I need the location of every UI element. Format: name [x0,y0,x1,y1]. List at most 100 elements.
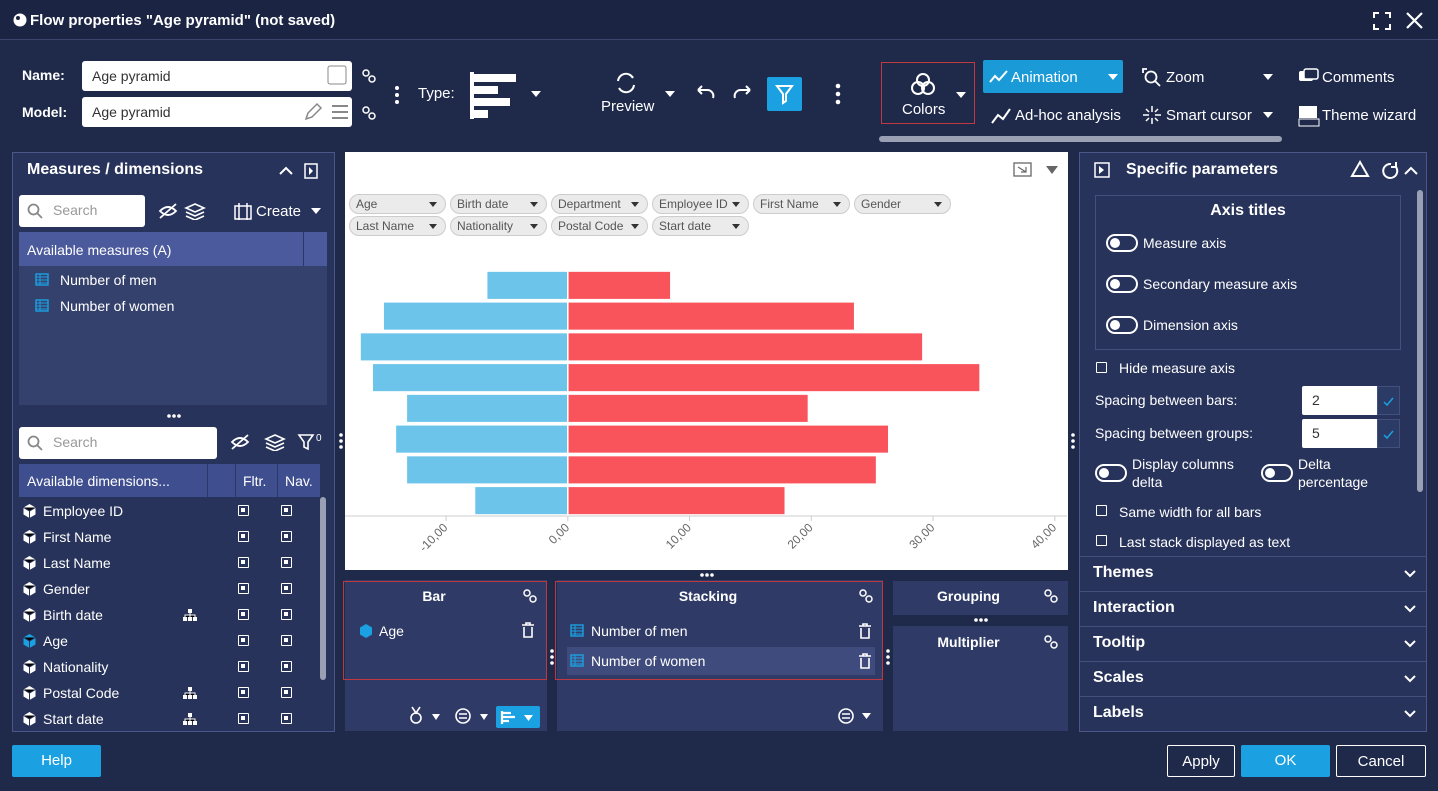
close-button[interactable] [1406,12,1423,29]
type-caret[interactable] [531,91,541,97]
orientation-button[interactable] [496,706,540,728]
dimension-item[interactable]: Postal Code [43,685,120,701]
filter-chip[interactable]: Employee ID [652,194,749,214]
hide-measure-axis[interactable]: Hide measure axis [1119,360,1235,376]
stacking-tools[interactable] [837,707,875,725]
comments-label[interactable]: Comments [1322,69,1395,86]
preview-icon[interactable] [614,71,638,95]
dimension-item[interactable]: Last Name [43,555,111,571]
checkbox[interactable] [238,687,249,698]
checkbox[interactable] [238,557,249,568]
animation-caret[interactable] [1108,74,1118,80]
dimension-tools[interactable] [230,433,316,451]
filter-chip[interactable]: Gender [854,194,951,214]
chart-type-icon[interactable] [470,72,518,119]
toggle[interactable] [1261,464,1293,482]
kebab[interactable] [394,85,400,105]
splitter[interactable] [699,572,715,578]
dimension-item[interactable]: Birth date [43,607,103,623]
checkbox[interactable] [238,583,249,594]
adhoc-label[interactable]: Ad-hoc analysis [1015,107,1121,124]
checkbox[interactable] [238,635,249,646]
filter-chip[interactable]: Nationality [450,216,547,236]
checkbox[interactable] [281,609,292,620]
checkbox[interactable] [281,687,292,698]
create-button[interactable]: Create [256,203,302,220]
help-button[interactable]: Help [12,745,101,777]
zone-settings[interactable] [522,588,538,604]
checkbox[interactable] [281,557,292,568]
splitter[interactable] [338,432,344,450]
section-header[interactable]: Themes [1093,564,1154,581]
checkbox[interactable] [1096,362,1107,373]
measure-tools[interactable] [158,202,214,220]
toolbar-scrollbar[interactable] [879,136,1282,142]
checkbox[interactable] [238,609,249,620]
checkbox[interactable] [281,505,292,516]
section-header[interactable]: Scales [1093,669,1144,686]
bar-zone-tools[interactable] [408,706,488,726]
filter-chip[interactable]: Start date [652,216,749,236]
filter-chip[interactable]: Age [349,194,446,214]
ok-button[interactable]: OK [1241,745,1330,777]
dimension-item[interactable]: Start date [43,711,104,727]
splitter[interactable] [166,413,182,419]
filter-chip[interactable]: Birth date [450,194,547,214]
toggle[interactable] [1106,316,1138,334]
zoom-label[interactable]: Zoom [1166,69,1205,86]
colors-caret[interactable] [956,92,966,98]
stacking-item[interactable]: Number of women [591,653,706,669]
same-width[interactable]: Same width for all bars [1119,504,1262,520]
zoom-caret[interactable] [1263,74,1273,80]
colors-box[interactable] [881,62,975,124]
apply-button[interactable]: Apply [1167,745,1235,777]
dimension-item[interactable]: Gender [43,581,90,597]
collapse-right-panel[interactable] [1094,162,1110,178]
delete-icon[interactable] [521,622,535,638]
theme-wizard-label[interactable]: Theme wizard [1322,107,1417,124]
splitter[interactable] [885,648,891,666]
last-stack[interactable]: Last stack displayed as text [1119,534,1291,550]
checkbox[interactable] [281,713,292,724]
animation-label[interactable]: Animation [1011,69,1078,86]
filter-chip[interactable]: Department [551,194,648,214]
section-header[interactable]: Interaction [1093,599,1175,616]
toggle[interactable] [1106,275,1138,293]
dimension-item[interactable]: Nationality [43,659,109,675]
kebab[interactable] [835,83,841,105]
section-header[interactable]: Labels [1093,704,1144,721]
zone-settings[interactable] [1043,634,1059,650]
zone-settings[interactable] [1043,588,1059,604]
model-input[interactable]: Age pyramid [82,97,352,127]
animation-button[interactable] [983,60,1123,93]
display-columns-delta[interactable]: Display columns delta [1132,456,1234,490]
section-header[interactable]: Tooltip [1093,634,1146,651]
filter-chip[interactable]: Last Name [349,216,446,236]
checkbox[interactable] [238,531,249,542]
checkbox[interactable] [238,661,249,672]
left-panel-controls[interactable] [278,163,318,179]
dimension-item[interactable]: First Name [43,529,112,545]
filter-button[interactable] [767,77,802,111]
zone-settings[interactable] [858,588,874,604]
preview-label[interactable]: Preview [601,98,655,115]
filter-chip[interactable]: First Name [753,194,850,214]
undo-redo[interactable] [693,84,755,102]
colors-label[interactable]: Colors [902,101,946,118]
maximize-button[interactable] [1373,12,1391,30]
dimension-item[interactable]: Employee ID [43,503,124,519]
chart-controls[interactable] [1013,162,1063,178]
preview-caret[interactable] [665,91,675,97]
delete-icon[interactable] [858,623,872,639]
confirm-button[interactable] [1377,419,1400,448]
model-settings[interactable] [361,105,377,121]
checkbox[interactable] [1096,505,1107,516]
smart-cursor-caret[interactable] [1263,112,1273,118]
checkbox[interactable] [238,505,249,516]
cancel-button[interactable]: Cancel [1336,745,1426,777]
checkbox[interactable] [1096,535,1107,546]
right-panel-controls[interactable] [1350,160,1420,180]
smart-cursor-label[interactable]: Smart cursor [1166,107,1252,124]
splitter[interactable] [973,617,989,623]
delta-percentage[interactable]: Delta percentage [1298,456,1369,490]
